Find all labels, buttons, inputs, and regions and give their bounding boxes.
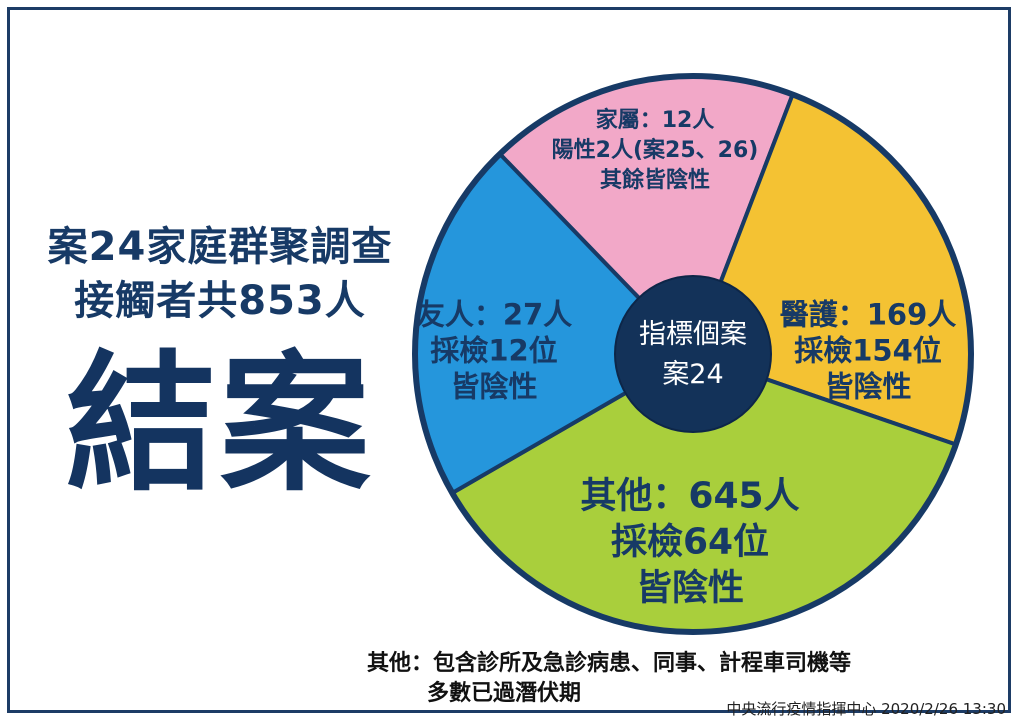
main-title: 結案 bbox=[65, 338, 374, 512]
slice-label-friends-3: 皆陰性 bbox=[450, 370, 537, 404]
subtitle-line-2: 接觸者共853人 bbox=[74, 278, 366, 324]
pie-outline bbox=[412, 73, 974, 635]
footnote-line-2: 多數已過潛伏期 bbox=[427, 681, 582, 706]
slice-label-medical-1: 醫護：169人 bbox=[780, 298, 957, 332]
slice-label-other-3: 皆陰性 bbox=[636, 568, 744, 609]
slice-label-medical-3: 皆陰性 bbox=[824, 370, 911, 404]
slice-label-medical-2: 採檢154位 bbox=[794, 334, 942, 368]
source-credit: 中央流行疫情指揮中心 2020/2/26 13:30 bbox=[726, 700, 1006, 718]
slice-label-family-1: 家屬：12人 bbox=[596, 107, 715, 133]
hub-label-1: 指標個案 bbox=[639, 319, 747, 350]
hub-label-2: 案24 bbox=[662, 359, 723, 390]
slice-label-family-3: 其餘皆陰性 bbox=[600, 167, 710, 193]
slice-label-other-1: 其他：645人 bbox=[580, 476, 799, 517]
slice-label-family-2: 陽性2人(案25、26) bbox=[552, 137, 759, 163]
slice-label-other-2: 採檢64位 bbox=[611, 521, 769, 563]
footnote-line-1: 其他：包含診所及急診病患、同事、計程車司機等 bbox=[367, 651, 852, 676]
index-case-hub bbox=[614, 275, 772, 433]
subtitle-line-1: 案24家庭群聚調查 bbox=[47, 224, 393, 270]
slice-label-friends-2: 採檢12位 bbox=[430, 334, 557, 368]
page-border bbox=[7, 7, 1011, 713]
slice-label-friends-1: 友人：27人 bbox=[416, 298, 572, 332]
